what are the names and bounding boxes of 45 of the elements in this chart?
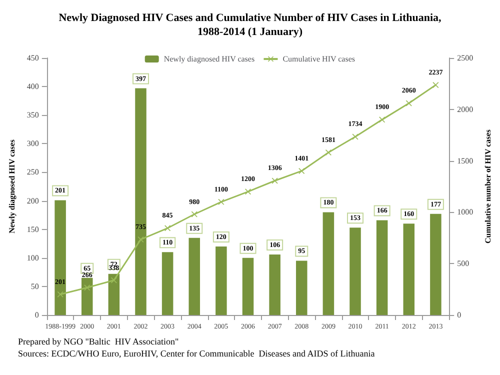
- bar: [135, 88, 146, 315]
- bar: [430, 214, 442, 315]
- bar: [322, 212, 334, 315]
- bar: [376, 220, 388, 315]
- point: [352, 134, 358, 140]
- y-tick-label: 350: [26, 110, 39, 120]
- y-tick-label: 450: [26, 54, 39, 62]
- y-tick-label: 250: [26, 168, 39, 177]
- bar: [296, 260, 308, 315]
- bar: [188, 238, 200, 315]
- point: [272, 178, 278, 184]
- point: [218, 198, 224, 205]
- bar: [108, 274, 120, 315]
- point: [84, 284, 90, 291]
- y2-tick-label: 2000: [457, 104, 474, 114]
- y-axis-title: Newly diagnosed HIV cases: [8, 140, 16, 234]
- y-tick-label: 400: [26, 82, 39, 92]
- text: Prepared by NGO "Baltic HIV Association": [18, 336, 179, 346]
- point: [164, 225, 171, 232]
- y2-tick-label: 2500: [457, 54, 474, 62]
- bar: [54, 200, 66, 315]
- bar: [216, 246, 227, 315]
- chart-title: Newly Diagnosed HIV Cases and Cumulative Number of HIV Cases in Lithuania, 1988-2014 (1 January): [58, 12, 442, 38]
- y-tick-label: 0: [34, 310, 39, 320]
- legend-label: Cumulative HIV cases: [282, 54, 355, 64]
- y-tick-label: 200: [26, 196, 39, 206]
- y-tick-label: 150: [26, 224, 39, 234]
- y2-axis-title: Cumulative number of HIV cases: [484, 130, 492, 244]
- y-tick-label: 50: [30, 282, 39, 291]
- point: [57, 291, 64, 298]
- y-tick-label: 300: [26, 139, 39, 148]
- y2-tick-label: 0: [457, 310, 462, 320]
- bar: [81, 278, 93, 315]
- source-note: Sources: ECDC/WHO Euro, EuroHIV, Center for Communicable Diseases and AIDS of Lithuania: [18, 348, 375, 358]
- bar: [269, 254, 280, 315]
- point: [325, 149, 332, 156]
- bar: [242, 258, 254, 315]
- y2-tick-label: 1000: [457, 208, 474, 217]
- bar: [162, 252, 174, 315]
- bar: [350, 228, 361, 315]
- y2-tick-label: 500: [457, 259, 470, 268]
- legend-label: Newly diagnosed HIV cases: [164, 54, 255, 64]
- y2-tick-label: 1500: [457, 156, 474, 166]
- bar: [403, 224, 415, 315]
- y-tick-label: 100: [26, 253, 39, 262]
